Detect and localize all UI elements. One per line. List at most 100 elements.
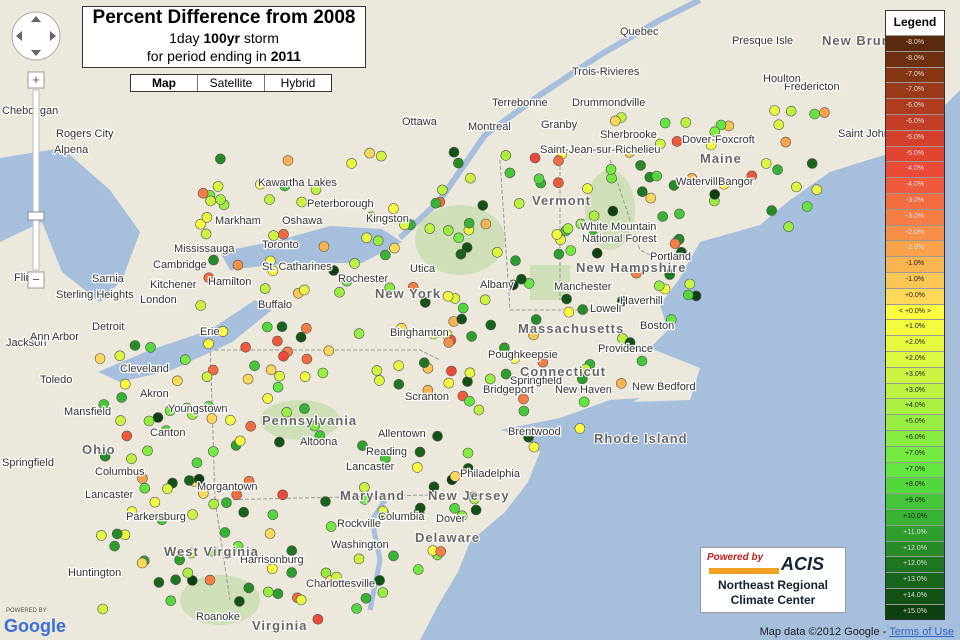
- station-dot[interactable]: [309, 420, 320, 432]
- station-dot[interactable]: [360, 592, 372, 604]
- station-dot[interactable]: [709, 126, 721, 137]
- station-dot[interactable]: [455, 249, 467, 260]
- station-dot[interactable]: [461, 242, 473, 253]
- station-dot[interactable]: [435, 546, 447, 557]
- station-dot[interactable]: [245, 420, 256, 432]
- station-dot[interactable]: [215, 153, 226, 165]
- station-dot[interactable]: [811, 184, 823, 195]
- station-dot[interactable]: [666, 314, 677, 325]
- station-dot[interactable]: [268, 230, 279, 241]
- station-dot[interactable]: [346, 158, 357, 169]
- station-dot[interactable]: [446, 365, 457, 377]
- station-dot[interactable]: [578, 396, 590, 408]
- station-dot[interactable]: [448, 146, 460, 158]
- station-dot[interactable]: [510, 255, 521, 267]
- station-dot[interactable]: [462, 463, 474, 474]
- station-dot[interactable]: [507, 279, 519, 291]
- station-dot[interactable]: [232, 541, 244, 552]
- station-dot[interactable]: [449, 471, 461, 482]
- station-dot[interactable]: [393, 378, 405, 390]
- station-dot[interactable]: [635, 160, 646, 171]
- station-dot[interactable]: [201, 212, 213, 223]
- station-dot[interactable]: [684, 278, 696, 290]
- map-type-button[interactable]: Hybrid: [280, 76, 316, 90]
- station-dot[interactable]: [562, 223, 574, 234]
- station-dot[interactable]: [274, 436, 285, 448]
- station-dot[interactable]: [605, 164, 617, 175]
- station-dot[interactable]: [523, 431, 534, 443]
- station-dot[interactable]: [576, 373, 588, 385]
- station-dot[interactable]: [746, 170, 758, 182]
- station-dot[interactable]: [170, 574, 181, 586]
- station-dot[interactable]: [184, 475, 195, 486]
- station-dot[interactable]: [265, 255, 276, 267]
- station-dot[interactable]: [299, 403, 310, 414]
- station-dot[interactable]: [469, 493, 480, 505]
- station-dot[interactable]: [551, 229, 563, 240]
- station-dot[interactable]: [769, 105, 780, 116]
- station-dot[interactable]: [174, 554, 185, 566]
- station-dot[interactable]: [187, 409, 198, 420]
- station-dot[interactable]: [464, 367, 476, 379]
- station-dot[interactable]: [126, 506, 138, 517]
- station-dot[interactable]: [99, 450, 111, 462]
- station-dot[interactable]: [282, 155, 294, 166]
- station-dot[interactable]: [801, 201, 813, 212]
- station-dot[interactable]: [114, 350, 126, 362]
- station-dot[interactable]: [529, 152, 541, 164]
- station-dot[interactable]: [533, 173, 545, 185]
- station-dot[interactable]: [278, 350, 289, 362]
- station-dot[interactable]: [518, 393, 529, 405]
- station-dot[interactable]: [553, 155, 564, 166]
- station-dot[interactable]: [485, 319, 497, 331]
- acis-logo[interactable]: Powered by ACIS Northeast Regional Clima…: [700, 547, 846, 613]
- station-dot[interactable]: [153, 577, 165, 588]
- station-dot[interactable]: [715, 119, 727, 131]
- station-dot[interactable]: [388, 203, 399, 214]
- station-dot[interactable]: [553, 248, 565, 260]
- station-dot[interactable]: [705, 139, 717, 151]
- station-dot[interactable]: [203, 338, 214, 350]
- station-dot[interactable]: [295, 594, 307, 606]
- station-dot[interactable]: [137, 473, 148, 484]
- station-dot[interactable]: [466, 331, 477, 342]
- station-dot[interactable]: [296, 196, 308, 208]
- station-dot[interactable]: [414, 502, 426, 514]
- station-dot[interactable]: [616, 295, 628, 307]
- station-dot[interactable]: [357, 440, 368, 452]
- station-dot[interactable]: [359, 494, 371, 505]
- station-dot[interactable]: [473, 404, 485, 416]
- station-dot[interactable]: [264, 194, 275, 205]
- station-dot[interactable]: [530, 314, 542, 325]
- station-dot[interactable]: [388, 550, 399, 562]
- station-dot[interactable]: [203, 401, 214, 412]
- station-dot[interactable]: [149, 496, 161, 508]
- station-dot[interactable]: [686, 173, 698, 184]
- station-dot[interactable]: [286, 567, 298, 578]
- station-dot[interactable]: [443, 377, 455, 389]
- station-dot[interactable]: [577, 304, 589, 315]
- station-dot[interactable]: [320, 496, 331, 507]
- station-dot[interactable]: [317, 367, 329, 379]
- station-dot[interactable]: [609, 115, 621, 127]
- station-dot[interactable]: [195, 300, 206, 311]
- zoom-control[interactable]: + −: [27, 71, 45, 289]
- station-dot[interactable]: [243, 582, 255, 594]
- station-dot[interactable]: [375, 150, 387, 162]
- station-dot[interactable]: [591, 247, 603, 259]
- station-dot[interactable]: [98, 399, 110, 410]
- station-dot[interactable]: [653, 280, 665, 292]
- station-dot[interactable]: [456, 510, 468, 522]
- station-dot[interactable]: [274, 370, 285, 382]
- station-dot[interactable]: [588, 210, 600, 222]
- station-dot[interactable]: [298, 284, 310, 296]
- station-dot[interactable]: [204, 574, 216, 586]
- station-dot[interactable]: [491, 247, 503, 258]
- station-dot[interactable]: [377, 505, 389, 517]
- station-dot[interactable]: [238, 506, 249, 518]
- station-dot[interactable]: [221, 497, 232, 509]
- station-dot[interactable]: [361, 232, 372, 244]
- station-dot[interactable]: [136, 557, 148, 569]
- station-dot[interactable]: [341, 275, 353, 287]
- station-dot[interactable]: [785, 105, 797, 117]
